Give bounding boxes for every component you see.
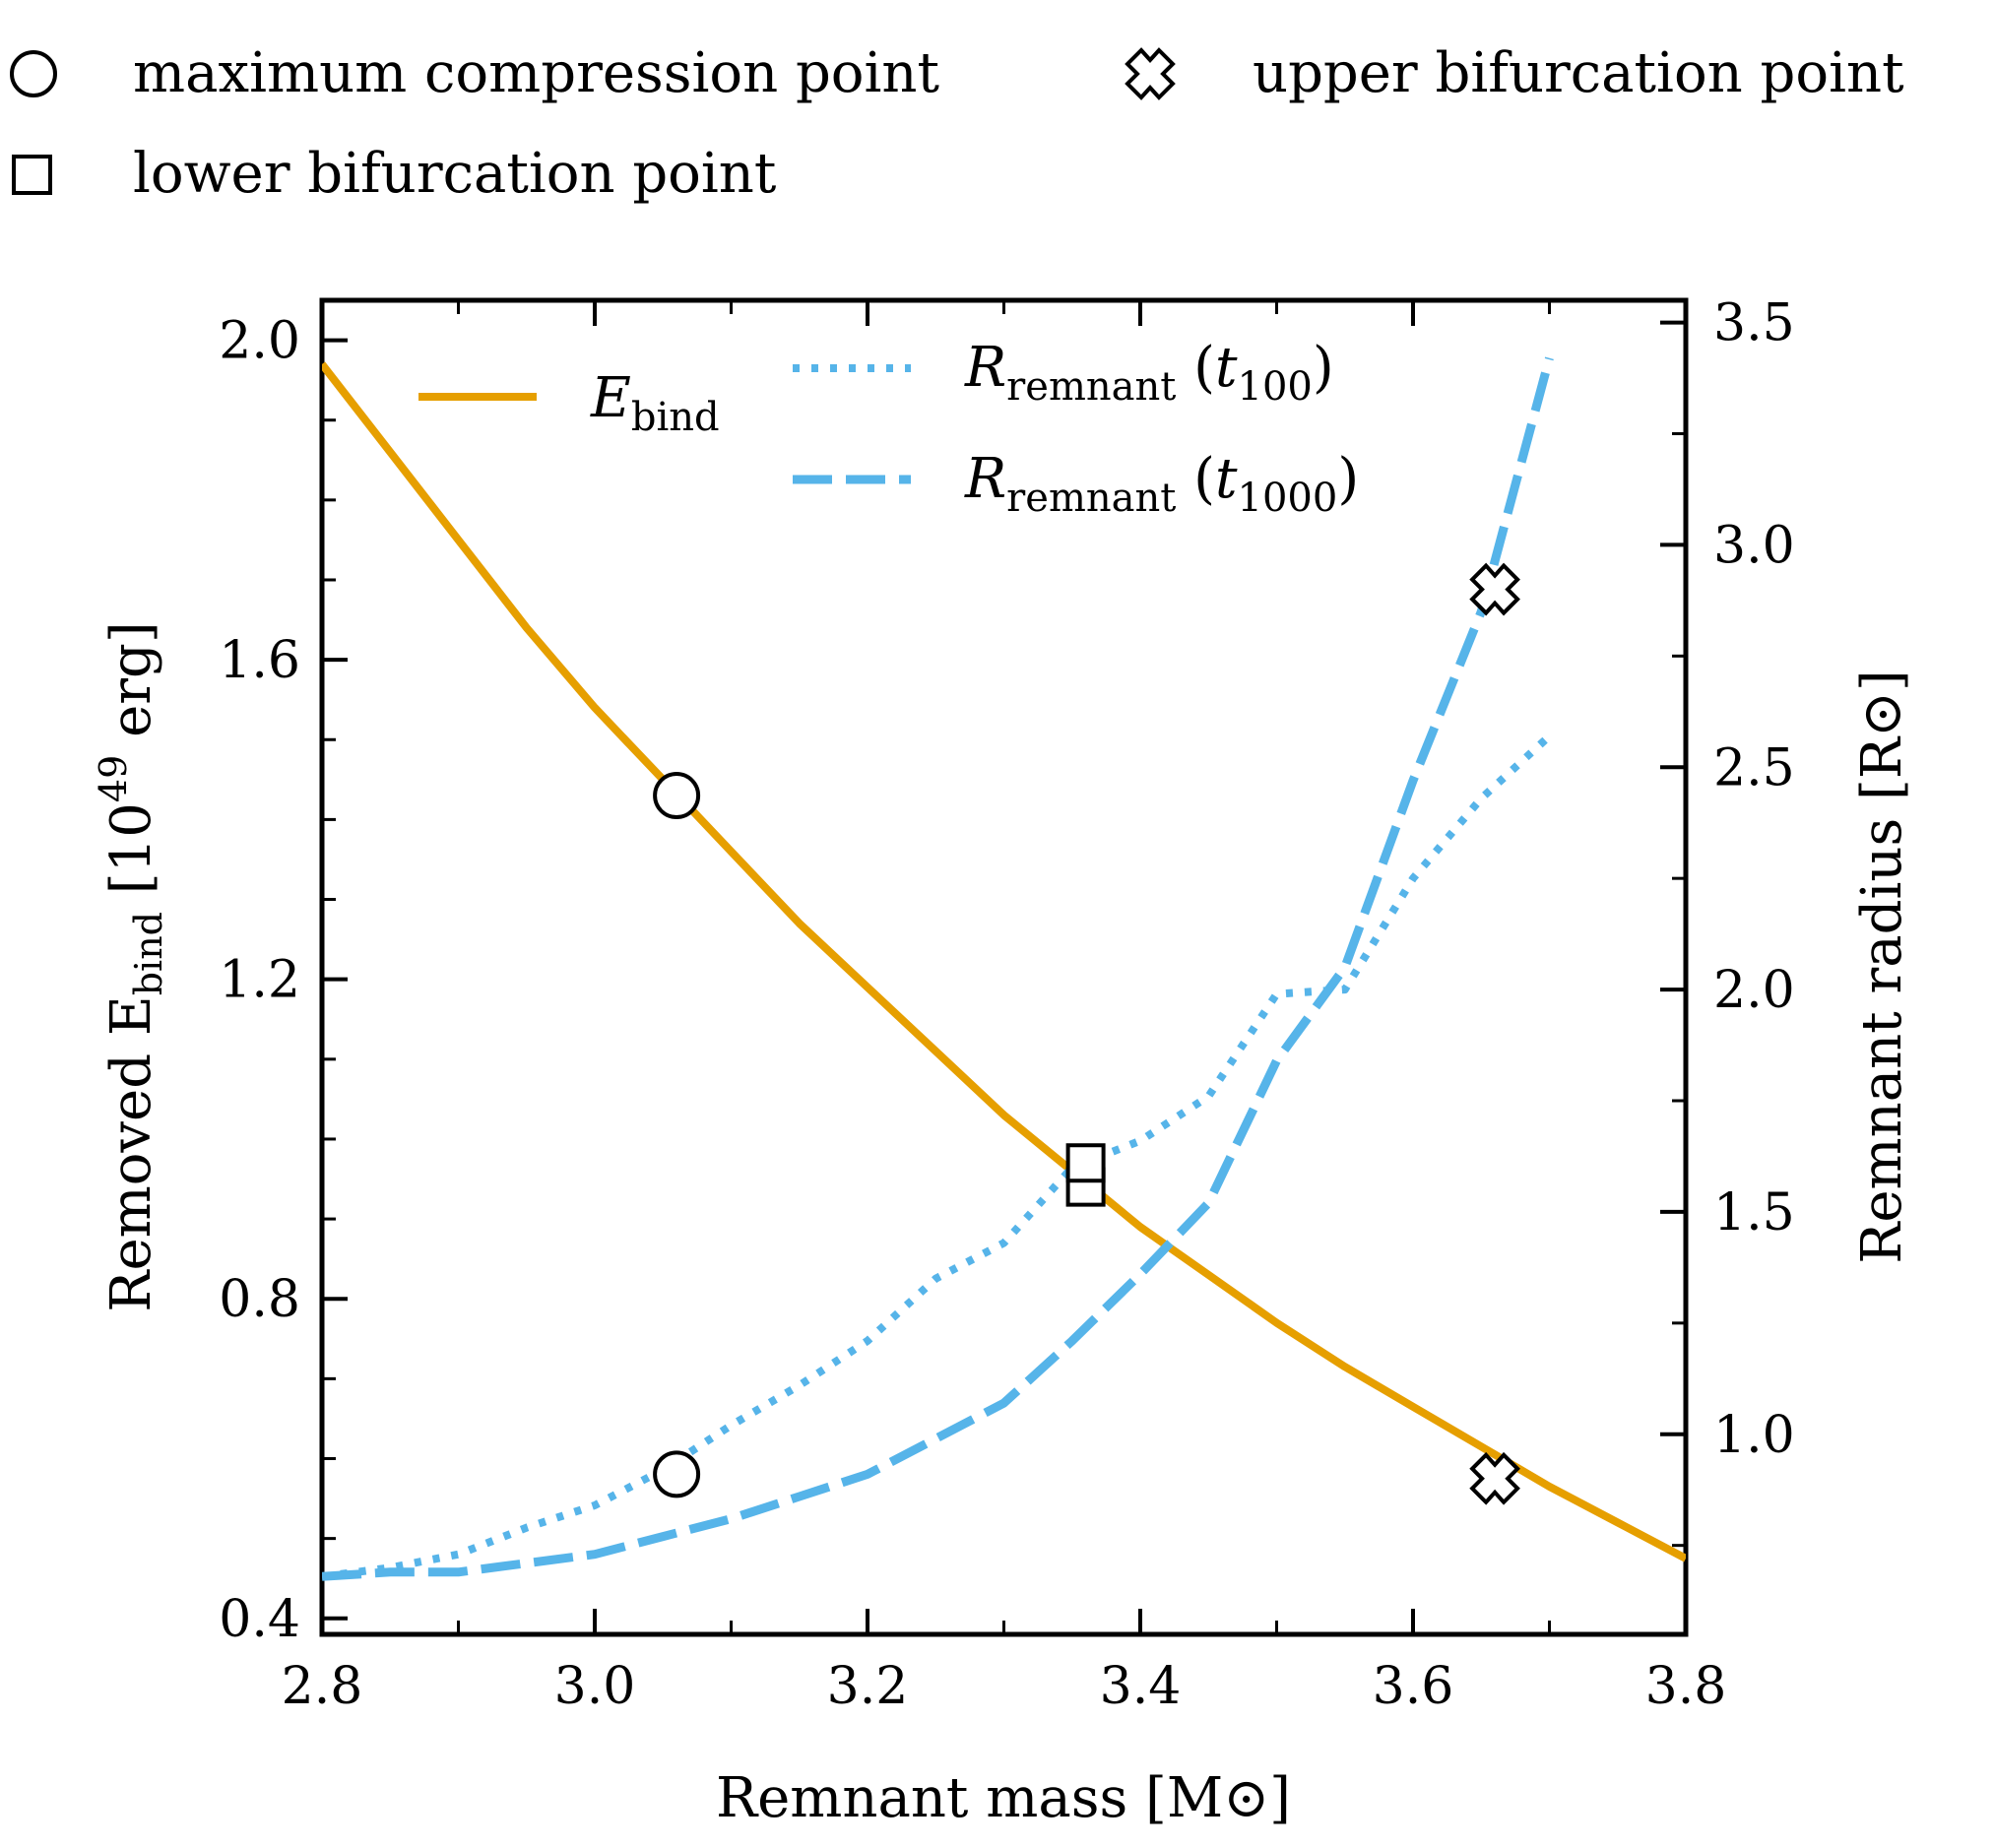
series-line-ebind xyxy=(322,361,1686,1562)
data-markers xyxy=(653,562,1520,1505)
y-left-tick-label: 1.6 xyxy=(219,631,300,690)
series-line-r-t1000 xyxy=(322,356,1554,1581)
x-tick-labels: 2.8 3.0 3.2 3.4 3.6 3.8 xyxy=(282,1657,1727,1716)
axis-ticks xyxy=(320,300,1688,1634)
y-right-tick-label: 1.5 xyxy=(1713,1183,1795,1243)
y-left-tick-label: 2.0 xyxy=(219,312,300,371)
circle-marker xyxy=(653,1450,701,1498)
x-axis-title: Remnant mass [M⊙] xyxy=(716,1766,1291,1830)
y-right-tick-label: 1.0 xyxy=(1713,1406,1795,1465)
x-tick-label: 3.4 xyxy=(1100,1657,1182,1716)
circle-marker xyxy=(653,772,701,820)
legend-square-marker xyxy=(12,155,52,195)
marker-legend: maximum compression point upper bifurcat… xyxy=(10,41,1904,206)
y-right-tick-label: 2.5 xyxy=(1713,738,1795,797)
x-tick-label: 3.2 xyxy=(827,1657,909,1716)
y-right-axis-title: Remnant radius [R⊙] xyxy=(1850,669,1914,1264)
x-tick-label: 3.8 xyxy=(1645,1657,1727,1716)
y-left-tick-label: 0.8 xyxy=(219,1270,300,1329)
legend-label-r-t1000: Rremnant (t1000) xyxy=(964,447,1359,521)
legend-label-lower-bifurcation: lower bifurcation point xyxy=(133,142,777,206)
legend-label-upper-bifurcation: upper bifurcation point xyxy=(1253,41,1904,105)
cross-marker xyxy=(1469,562,1520,616)
legend-label-r-t100: Rremnant (t100) xyxy=(964,336,1334,410)
legend-label-ebind: Ebind xyxy=(590,366,720,440)
y-left-tick-label: 0.4 xyxy=(219,1590,300,1649)
y-right-tick-labels: 1.0 1.5 2.0 2.5 3.0 3.5 xyxy=(1713,294,1795,1465)
y-right-tick-label: 3.5 xyxy=(1713,294,1795,353)
legend-label-max-compression: maximum compression point xyxy=(133,41,939,105)
legend-cross-marker xyxy=(1125,47,1176,100)
y-left-tick-labels: 0.4 0.8 1.2 1.6 2.0 xyxy=(219,312,300,1649)
x-tick-label: 2.8 xyxy=(282,1657,363,1716)
y-left-tick-label: 1.2 xyxy=(219,951,300,1010)
x-tick-label: 3.0 xyxy=(554,1657,636,1716)
series-line-r-t100 xyxy=(322,733,1553,1581)
y-left-axis-title: Removed Ebind [1049 erg] xyxy=(92,621,170,1311)
y-right-tick-label: 3.0 xyxy=(1713,516,1795,575)
series-legend: Ebind Rremnant (t100) Rremnant (t1000) xyxy=(418,336,1359,521)
series-group xyxy=(322,356,1686,1581)
x-tick-label: 3.6 xyxy=(1373,1657,1454,1716)
square-marker xyxy=(1065,1143,1106,1183)
cross-marker xyxy=(1469,1451,1520,1505)
legend-circle-marker xyxy=(10,50,57,97)
y-right-tick-label: 2.0 xyxy=(1713,961,1795,1020)
